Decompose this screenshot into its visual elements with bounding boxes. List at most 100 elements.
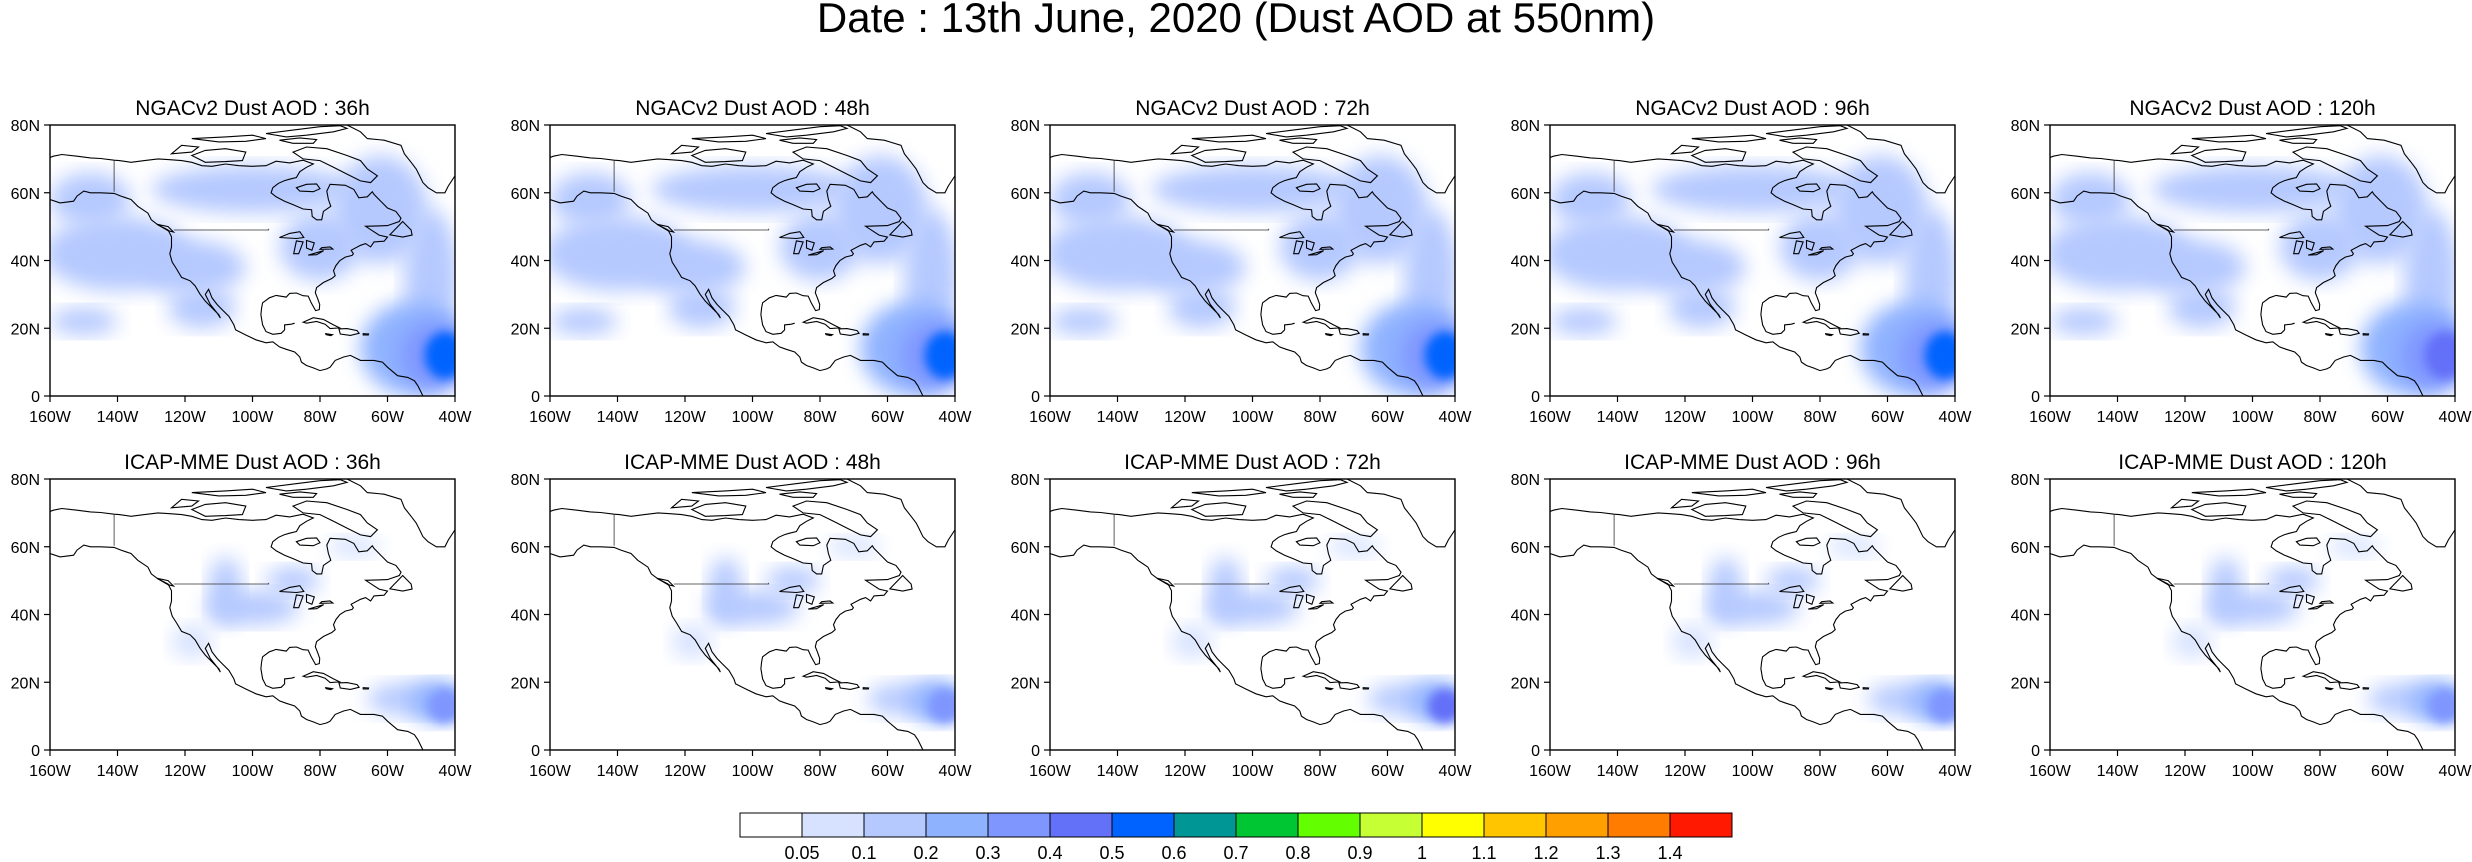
x-tick-label: 100W bbox=[2232, 763, 2275, 780]
lake-outline bbox=[305, 239, 315, 252]
island-outline bbox=[1156, 577, 1176, 587]
lake-outline bbox=[308, 250, 324, 256]
x-tick-label: 60W bbox=[371, 409, 405, 426]
x-tick-label: 100W bbox=[232, 409, 275, 426]
national-border bbox=[673, 228, 770, 231]
lake-outline bbox=[2279, 585, 2305, 594]
island-outline bbox=[1338, 682, 1361, 690]
coastlines bbox=[50, 479, 455, 750]
colorbar-label: 1.2 bbox=[1533, 843, 1558, 862]
island-outline bbox=[338, 328, 361, 336]
coastlines bbox=[2050, 125, 2455, 396]
island-outline bbox=[795, 537, 821, 547]
x-tick-label: 80W bbox=[304, 409, 338, 426]
x-tick-label: 120W bbox=[1164, 763, 1207, 780]
lake-outline bbox=[318, 246, 335, 250]
island-outline bbox=[279, 491, 318, 498]
x-tick-label: 40W bbox=[439, 409, 473, 426]
x-tick-label: 40W bbox=[1439, 409, 1473, 426]
island-outline bbox=[1265, 479, 1349, 492]
x-tick-label: 60W bbox=[1371, 409, 1405, 426]
coastline bbox=[1550, 544, 1924, 750]
island-outline bbox=[690, 502, 747, 517]
coastline bbox=[550, 507, 902, 689]
colorbar-swatch bbox=[739, 812, 803, 838]
coastlines bbox=[50, 125, 455, 396]
island-outline bbox=[2279, 137, 2318, 144]
island-outline bbox=[2324, 333, 2335, 337]
y-tick-label: 40N bbox=[511, 254, 540, 271]
coastline bbox=[346, 125, 455, 194]
x-tick-label: 140W bbox=[1097, 763, 1140, 780]
island-outline bbox=[2169, 498, 2200, 509]
coastline bbox=[50, 544, 424, 750]
dust-plume bbox=[2137, 240, 2246, 295]
figure-title: Date : 13th June, 2020 (Dust AOD at 550n… bbox=[817, 0, 1655, 41]
island-outline bbox=[1656, 577, 1676, 587]
lake-outline bbox=[1305, 593, 1315, 606]
x-tick-label: 160W bbox=[2029, 763, 2072, 780]
colorbar-label: 1.4 bbox=[1657, 843, 1682, 862]
dust-plume bbox=[1050, 307, 1118, 336]
island-outline bbox=[190, 148, 247, 163]
island-outline bbox=[362, 687, 370, 690]
lake-outline bbox=[1779, 231, 1805, 240]
island-outline bbox=[2169, 144, 2200, 155]
island-outline bbox=[2324, 687, 2335, 691]
dust-plume bbox=[1168, 287, 1236, 329]
island-outline bbox=[656, 223, 676, 233]
coastlines bbox=[1050, 479, 1455, 750]
lake-outline bbox=[1318, 600, 1335, 604]
dust-plume bbox=[550, 307, 618, 336]
x-tick-label: 140W bbox=[2097, 409, 2140, 426]
coastline bbox=[2346, 125, 2455, 194]
x-tick-label: 160W bbox=[529, 409, 572, 426]
dust-plume bbox=[137, 240, 246, 295]
island-outline bbox=[1779, 137, 1818, 144]
island-outline bbox=[295, 537, 321, 547]
island-outline bbox=[265, 479, 349, 492]
x-tick-label: 160W bbox=[1029, 763, 1072, 780]
y-tick-label: 0 bbox=[31, 389, 40, 406]
island-outline bbox=[824, 687, 835, 691]
dust-plume bbox=[2050, 307, 2118, 336]
dust-plume bbox=[1708, 556, 1743, 625]
colorbar-swatch bbox=[1545, 812, 1609, 838]
island-outline bbox=[669, 498, 700, 509]
y-tick-label: 80N bbox=[2011, 472, 2040, 489]
map-panel: ICAP-MME Dust AOD : 120h 160W 140W 120W 100W… bbox=[2011, 451, 2472, 780]
x-tick-label: 80W bbox=[2304, 763, 2338, 780]
colorbar-swatch bbox=[1483, 812, 1547, 838]
national-border bbox=[1673, 228, 1770, 231]
island-outline bbox=[1765, 125, 1849, 138]
island-outline bbox=[779, 491, 818, 498]
colorbar-label: 1.1 bbox=[1471, 843, 1496, 862]
aod-field bbox=[1050, 125, 1455, 396]
x-tick-label: 100W bbox=[1732, 763, 1775, 780]
island-outline bbox=[2265, 479, 2349, 492]
lake-outline bbox=[793, 240, 804, 255]
island-outline bbox=[691, 488, 767, 497]
island-outline bbox=[1838, 682, 1861, 690]
island-outline bbox=[1824, 333, 1835, 337]
y-tick-label: 0 bbox=[1531, 743, 1540, 760]
colorbar-swatch bbox=[1297, 812, 1361, 838]
coastline bbox=[2050, 190, 2424, 396]
island-outline bbox=[388, 574, 413, 592]
island-outline bbox=[1279, 137, 1318, 144]
y-tick-label: 60N bbox=[2011, 186, 2040, 203]
island-outline bbox=[362, 333, 370, 336]
lake-outline bbox=[1818, 600, 1835, 604]
island-outline bbox=[779, 137, 818, 144]
island-outline bbox=[2295, 183, 2321, 193]
island-outline bbox=[1791, 146, 1879, 184]
x-tick-label: 120W bbox=[664, 409, 707, 426]
island-outline bbox=[156, 223, 176, 233]
lake-outline bbox=[808, 250, 824, 256]
coastlines bbox=[550, 125, 955, 396]
x-tick-label: 40W bbox=[1939, 409, 1973, 426]
island-outline bbox=[291, 500, 379, 538]
island-outline bbox=[2190, 502, 2247, 517]
dust-plume bbox=[1637, 240, 1746, 295]
colorbar-swatch bbox=[1173, 812, 1237, 838]
